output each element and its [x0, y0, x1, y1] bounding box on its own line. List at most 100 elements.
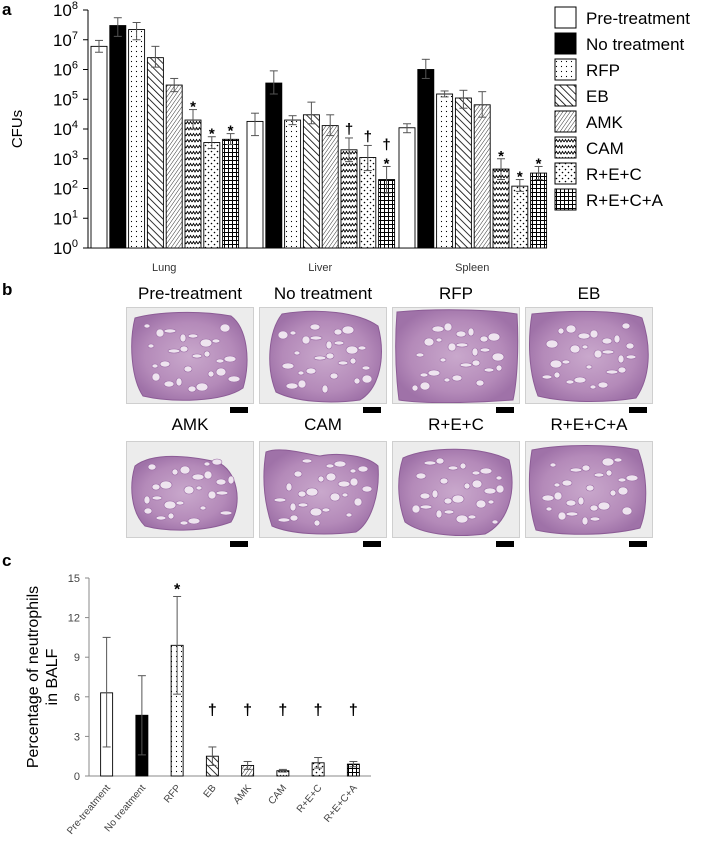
alveolar-space	[467, 514, 477, 520]
y-tick-label: 102	[53, 179, 78, 199]
alveolar-space	[179, 520, 189, 526]
y-tick-label: 9	[74, 652, 80, 664]
panel-c-label: c	[2, 551, 11, 570]
legend-label: EB	[586, 87, 609, 106]
alveolar-space	[321, 507, 331, 513]
alveolar-space	[471, 470, 481, 476]
alveolar-space	[471, 479, 483, 489]
alveolar-space	[561, 359, 571, 365]
bar	[284, 119, 302, 249]
alveolar-space	[431, 489, 439, 499]
x-category-label: EB	[202, 783, 219, 801]
histology-label: CAM	[304, 415, 342, 434]
alveolar-space	[357, 345, 367, 351]
alveolar-space	[605, 469, 613, 477]
alveolar-space	[569, 467, 583, 473]
alveolar-space	[163, 380, 175, 388]
alveolar-space	[601, 349, 615, 355]
alveolar-space	[483, 367, 495, 373]
alveolar-space	[309, 507, 323, 517]
alveolar-space	[455, 342, 469, 348]
y-tick-label: 0	[74, 771, 80, 783]
alveolar-space	[419, 504, 433, 510]
alveolar-space	[415, 472, 427, 480]
alveolar-space	[167, 348, 181, 354]
significance-mark: *	[190, 99, 196, 116]
alveolar-space	[479, 347, 491, 353]
alveolar-space	[297, 490, 307, 498]
alveolar-space	[199, 338, 213, 348]
alveolar-space	[589, 384, 597, 390]
legend-swatch	[554, 162, 577, 185]
alveolar-space	[597, 501, 611, 511]
alveolar-space	[553, 482, 561, 488]
histology-label: No treatment	[273, 284, 373, 303]
legend-label: RFP	[586, 61, 620, 80]
alveolar-space	[143, 507, 153, 515]
bar	[128, 29, 146, 249]
alveolar-space	[293, 470, 303, 478]
bar	[454, 97, 472, 249]
alveolar-space	[195, 382, 209, 392]
significance-mark: †	[349, 702, 358, 719]
histology-label: Pre-treatment	[138, 284, 242, 303]
bar	[492, 168, 510, 249]
alveolar-space	[155, 515, 167, 521]
alveolar-space	[337, 360, 349, 366]
y-tick-label: 107	[53, 30, 78, 50]
alveolar-space	[549, 359, 563, 369]
bar	[109, 25, 127, 249]
histology-image	[392, 307, 520, 404]
alveolar-space	[561, 479, 573, 487]
bar	[436, 93, 454, 249]
legend-label: No treatment	[586, 35, 685, 54]
alveolar-space	[495, 475, 503, 481]
alveolar-space	[353, 497, 363, 507]
alveolar-space	[455, 330, 467, 338]
alveolar-space	[223, 355, 237, 363]
bar	[222, 138, 240, 249]
alveolar-space	[297, 370, 305, 376]
x-category-label: CAM	[266, 783, 289, 807]
alveolar-space	[581, 464, 591, 472]
significance-mark: †	[364, 128, 372, 145]
alveolar-space	[601, 337, 613, 345]
alveolar-space	[187, 333, 199, 339]
alveolar-space	[325, 463, 335, 469]
alveolar-space	[625, 354, 637, 360]
alveolar-space	[333, 328, 343, 336]
significance-mark: *	[209, 126, 215, 143]
y-tick-label: 101	[53, 208, 78, 228]
legend-label: AMK	[586, 113, 624, 132]
alveolar-space	[203, 461, 211, 467]
alveolar-space	[167, 512, 175, 520]
alveolar-space	[435, 509, 443, 519]
alveolar-space	[151, 495, 163, 501]
alveolar-space	[159, 480, 173, 490]
alveolar-space	[333, 460, 347, 468]
alveolar-space	[589, 329, 599, 339]
alveolar-space	[211, 338, 221, 344]
alveolar-space	[147, 463, 157, 471]
alveolar-space	[341, 492, 349, 498]
tissue-section	[529, 310, 649, 402]
alveolar-space	[585, 484, 595, 492]
alveolar-space	[467, 327, 475, 337]
alveolar-space	[297, 502, 309, 508]
alveolar-space	[577, 332, 591, 340]
alveolar-space	[313, 355, 327, 361]
alveolar-space	[491, 519, 499, 525]
histology-image	[392, 441, 520, 538]
scale-bar	[363, 541, 381, 547]
chart-a-legend: Pre-treatment No treatment RFP EB AMK CAM R+E+…	[554, 6, 690, 211]
alveolar-space	[593, 472, 605, 478]
alveolar-space	[191, 473, 205, 481]
alveolar-space	[191, 353, 203, 359]
alveolar-space	[183, 365, 193, 373]
alveolar-space	[321, 384, 329, 394]
significance-mark: †	[314, 702, 323, 719]
alveolar-space	[199, 505, 207, 511]
significance-mark: *	[228, 123, 234, 140]
alveolar-space	[277, 517, 291, 523]
alveolar-space	[581, 344, 589, 350]
